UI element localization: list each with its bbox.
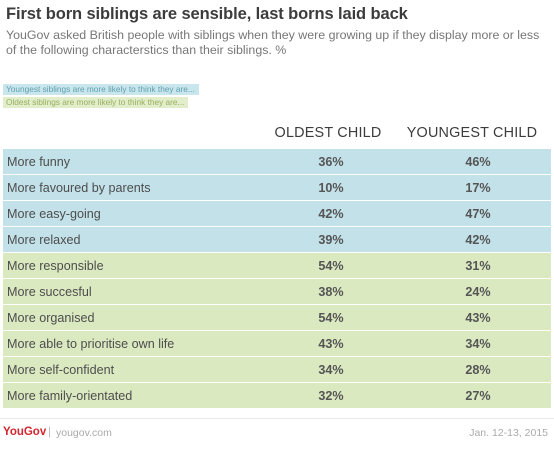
value-oldest: 54% bbox=[318, 259, 344, 273]
table-row: More self-confident 34% 28% bbox=[3, 357, 551, 382]
chart-subtitle: YouGov asked British people with sibling… bbox=[6, 28, 540, 57]
value-oldest: 36% bbox=[318, 155, 344, 169]
table-row: More succesful 38% 24% bbox=[3, 279, 551, 304]
value-oldest: 38% bbox=[318, 285, 344, 299]
footer-separator: | bbox=[48, 426, 51, 438]
row-label: More organised bbox=[7, 311, 95, 325]
value-youngest: 47% bbox=[465, 207, 491, 221]
value-oldest: 42% bbox=[318, 207, 344, 221]
table-row: More able to prioritise own life 43% 34% bbox=[3, 331, 551, 356]
row-label: More relaxed bbox=[7, 233, 81, 247]
row-label: More funny bbox=[7, 155, 70, 169]
table-row: More easy-going 42% 47% bbox=[3, 201, 551, 226]
value-oldest: 32% bbox=[318, 389, 344, 403]
footer-url[interactable]: yougov.com bbox=[56, 427, 112, 439]
table-row: More relaxed 39% 42% bbox=[3, 227, 551, 252]
row-label: More able to prioritise own life bbox=[7, 337, 175, 351]
value-youngest: 17% bbox=[465, 181, 491, 195]
footer-divider bbox=[0, 418, 554, 419]
value-oldest: 10% bbox=[318, 181, 344, 195]
table-row: More organised 54% 43% bbox=[3, 305, 551, 330]
value-oldest: 34% bbox=[318, 363, 344, 377]
row-label: More easy-going bbox=[7, 207, 101, 221]
table-row: More responsible 54% 31% bbox=[3, 253, 551, 278]
table-row: More favoured by parents 10% 17% bbox=[3, 175, 551, 200]
chart-title: First born siblings are sensible, last b… bbox=[6, 5, 408, 23]
row-label: More responsible bbox=[7, 259, 104, 273]
table-row: More funny 36% 46% bbox=[3, 149, 551, 174]
value-youngest: 27% bbox=[465, 389, 491, 403]
row-label: More succesful bbox=[7, 285, 92, 299]
value-youngest: 43% bbox=[465, 311, 491, 325]
value-youngest: 31% bbox=[465, 259, 491, 273]
value-oldest: 54% bbox=[318, 311, 344, 325]
value-oldest: 43% bbox=[318, 337, 344, 351]
value-youngest: 42% bbox=[465, 233, 491, 247]
footer-date: Jan. 12-13, 2015 bbox=[469, 427, 548, 439]
value-youngest: 24% bbox=[465, 285, 491, 299]
legend-youngest: Youngest siblings are more likely to thi… bbox=[3, 84, 199, 95]
value-youngest: 46% bbox=[465, 155, 491, 169]
column-header-youngest: YOUNGEST CHILD bbox=[406, 125, 538, 141]
row-label: More favoured by parents bbox=[7, 181, 151, 195]
row-label: More self-confident bbox=[7, 363, 115, 377]
value-youngest: 34% bbox=[465, 337, 491, 351]
value-oldest: 39% bbox=[318, 233, 344, 247]
legend-oldest: Oldest siblings are more likely to think… bbox=[3, 97, 189, 108]
value-youngest: 28% bbox=[465, 363, 491, 377]
row-label: More family-orientated bbox=[7, 389, 133, 403]
column-header-oldest: OLDEST CHILD bbox=[274, 125, 382, 141]
table-row: More family-orientated 32% 27% bbox=[3, 383, 551, 408]
data-table: More funny 36% 46% More favoured by parents… bbox=[3, 149, 551, 409]
yougov-logo: YouGov bbox=[3, 426, 47, 438]
